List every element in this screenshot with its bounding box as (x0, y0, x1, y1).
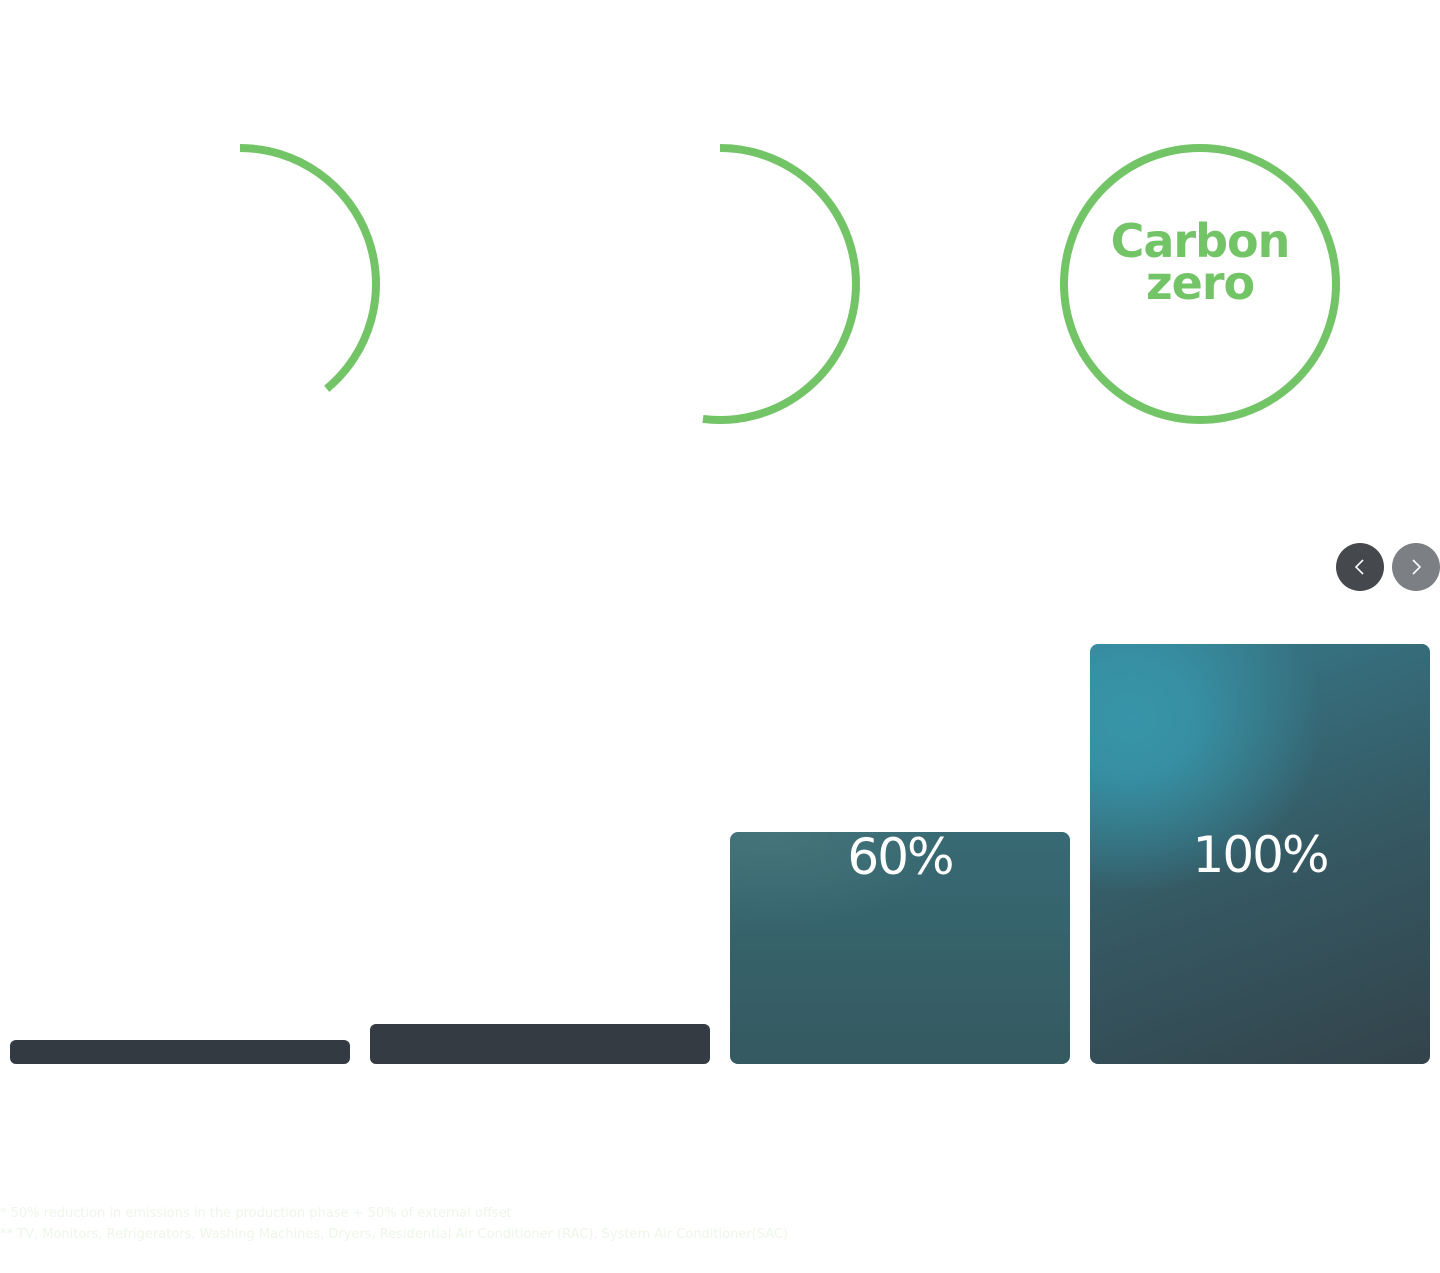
progress-ring-3-circle (1060, 144, 1340, 424)
progress-ring-1-graphic (239, 144, 380, 392)
bar-stage-3: 60% (730, 828, 1070, 1064)
footnotes: * 50% reduction in emissions in the prod… (0, 1203, 788, 1245)
progress-ring-2-graphic (702, 144, 860, 424)
progress-ring-2 (576, 140, 864, 428)
bar-stage-1 (10, 1040, 350, 1064)
progress-ring-1-arc (239, 144, 380, 392)
bar-stage-2 (370, 1024, 710, 1064)
bar-stage-3-value: 60% (847, 828, 954, 886)
carbon-zero-line1: Carbon (1110, 214, 1291, 268)
carousel-next-button[interactable] (1392, 543, 1440, 591)
footnote-2: ** TV, Monitors, Refrigerators, Washing … (0, 1227, 789, 1242)
footnote-1: * 50% reduction in emissions in the prod… (0, 1206, 512, 1221)
carbon-zero-line2: zero (1145, 256, 1255, 310)
bar-stage-4: 100% (1090, 644, 1430, 1064)
carbon-zero-label: Carbon zero (1056, 214, 1344, 310)
progress-ring-2-arc (702, 144, 860, 424)
bar-stage-4-value: 100% (1192, 826, 1330, 884)
chevron-right-icon (1412, 559, 1422, 575)
carousel-prev-button[interactable] (1336, 543, 1384, 591)
progress-ring-3: Carbon zero (1056, 140, 1344, 428)
progress-ring-3-graphic (1060, 144, 1340, 424)
progress-ring-1 (96, 140, 384, 428)
chevron-left-icon (1354, 559, 1364, 575)
